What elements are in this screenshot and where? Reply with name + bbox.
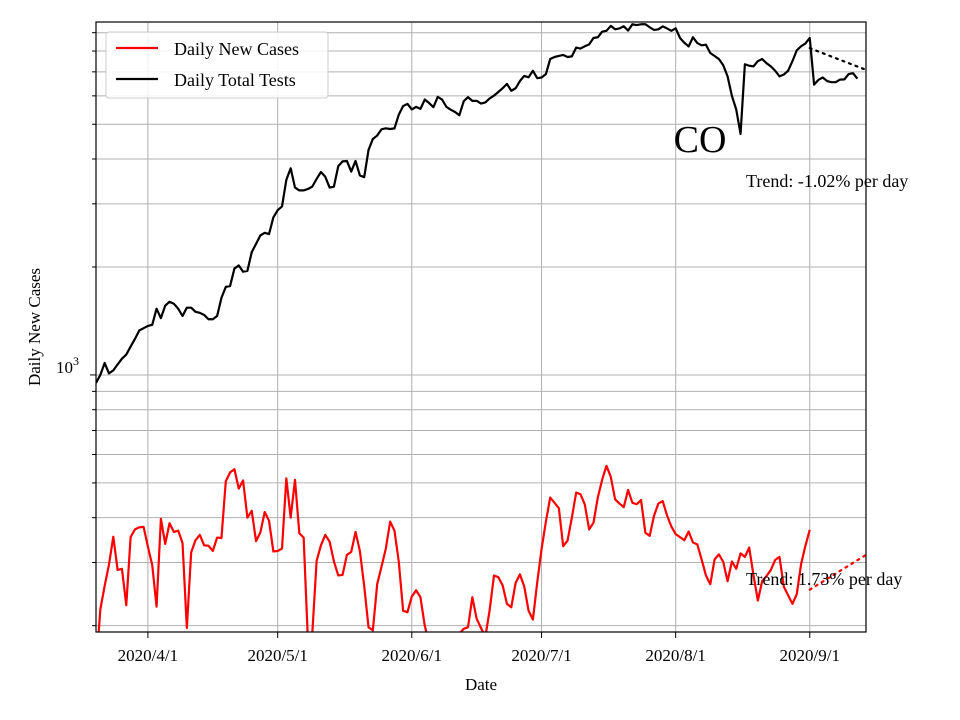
- trend-annotation-tests: Trend: -1.02% per day: [746, 171, 908, 191]
- grid: [96, 22, 866, 632]
- trend-line-daily-total-tests: [808, 47, 866, 71]
- ticks: [90, 32, 811, 638]
- y-tick-base: 10: [56, 358, 73, 377]
- y-tick-exponent: 3: [73, 354, 79, 368]
- legend-box: [105, 31, 329, 99]
- series-group: [96, 23, 866, 632]
- x-tick-labels: 2020/4/1 2020/5/1 2020/6/1 2020/7/1 2020/8/1…: [118, 646, 840, 665]
- x-tick-label: 2020/5/1: [247, 646, 307, 665]
- plot-frame: [95, 21, 867, 633]
- x-tick-label: 2020/7/1: [511, 646, 571, 665]
- x-tick-label: 2020/8/1: [645, 646, 705, 665]
- state-label: CO: [674, 119, 727, 161]
- trend-annotation-cases: Trend: 1.73% per day: [746, 569, 902, 589]
- series-line-daily-total-tests: [96, 23, 859, 384]
- y-axis-label: Daily New Cases: [25, 268, 44, 386]
- trend-line-daily-new-cases: [808, 553, 866, 591]
- x-axis-label: Date: [465, 675, 497, 694]
- legend-label-tests: Daily Total Tests: [174, 70, 296, 90]
- x-tick-label: 2020/9/1: [780, 646, 840, 665]
- legend: Daily New Cases Daily Total Tests: [105, 31, 329, 99]
- legend-label-cases: Daily New Cases: [174, 39, 299, 59]
- series-line-daily-new-cases: [97, 464, 811, 632]
- y-tick-label-1000: 103: [56, 354, 79, 377]
- x-tick-label: 2020/4/1: [118, 646, 178, 665]
- x-tick-label: 2020/6/1: [382, 646, 442, 665]
